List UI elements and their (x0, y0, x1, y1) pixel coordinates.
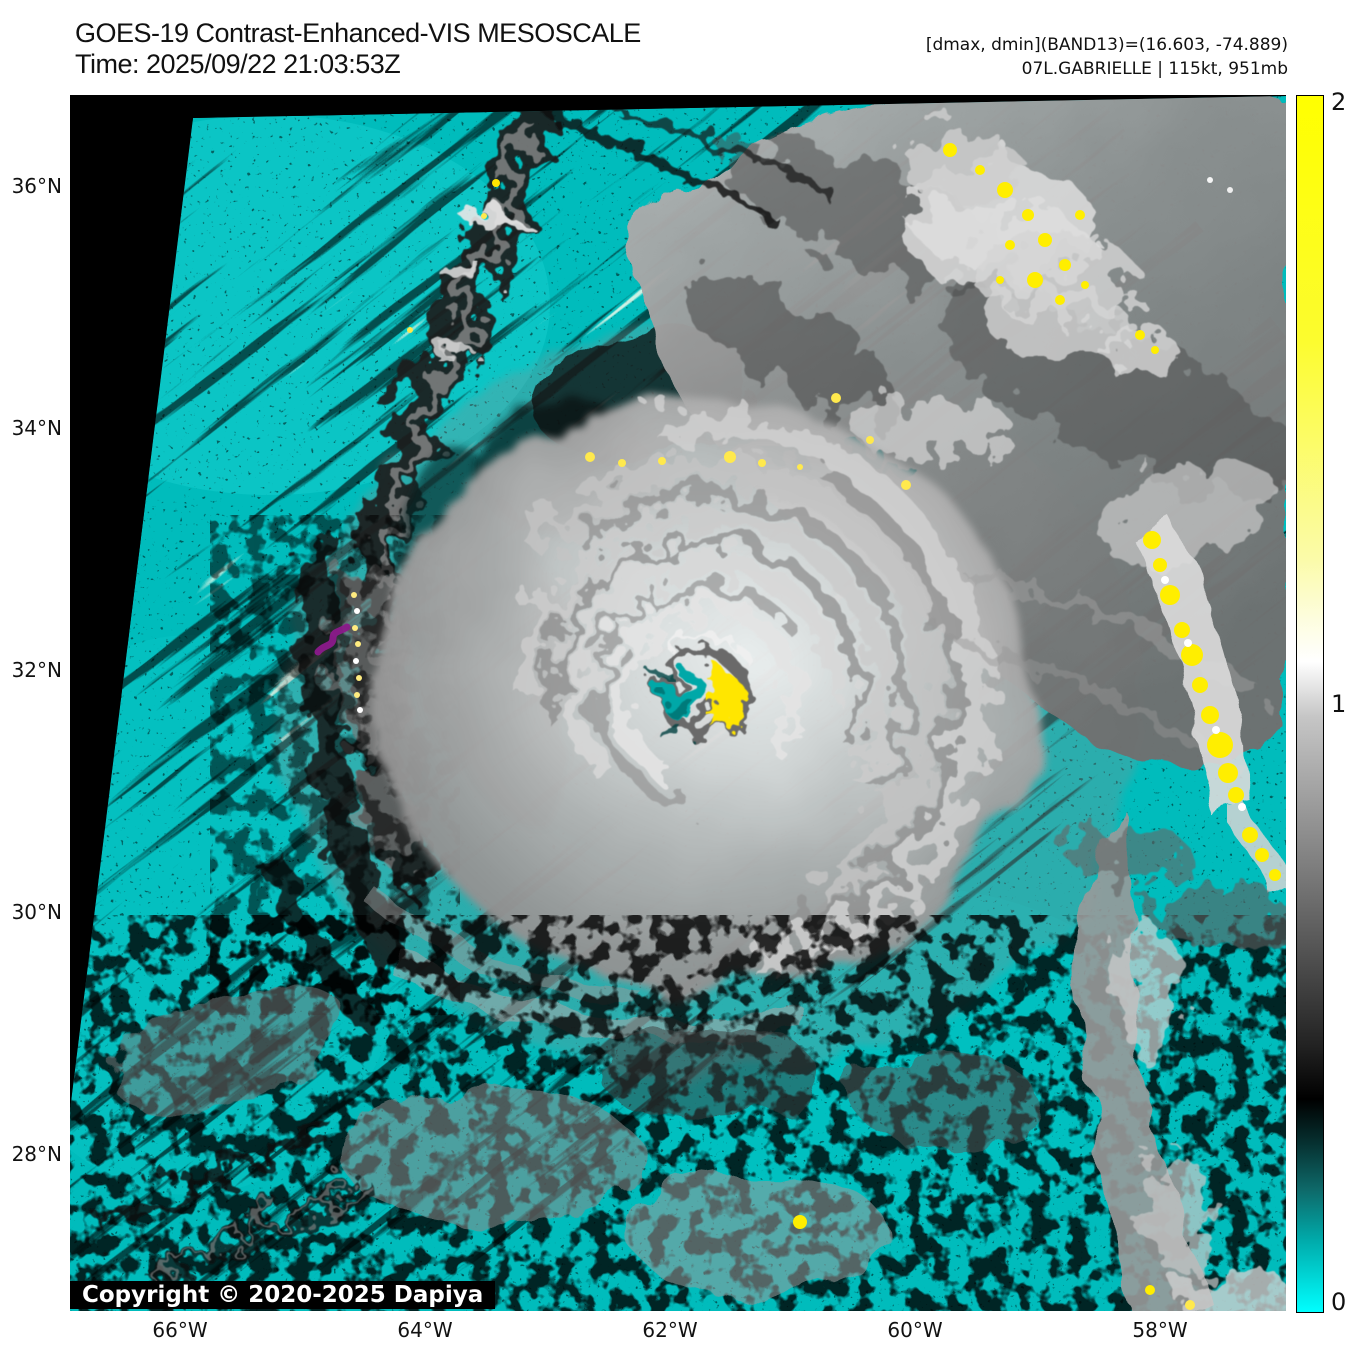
cold-top-dotted-line-west (351, 592, 363, 713)
lat-label-28N: 28°N (11, 1142, 62, 1166)
copyright-banner: Copyright © 2020-2025 Dapiya (70, 1281, 496, 1309)
track-annotation-purple (314, 623, 351, 656)
timestamp: Time: 2025/09/22 21:03:53Z (75, 49, 401, 79)
cold-top-dots-mid (407, 327, 911, 490)
bottom-cloud-field (70, 795, 1286, 1311)
page-title: GOES-19 Contrast-Enhanced-VIS MESOSCALE (75, 18, 641, 48)
lat-label-36N: 36°N (11, 174, 62, 198)
lat-label-32N: 32°N (11, 658, 62, 682)
lon-label-60W: 60°W (887, 1318, 943, 1342)
colorbar-tick-mid: 1 (1331, 690, 1347, 718)
eye-cold-yellow-patch (716, 667, 742, 733)
colorbar-tick-max: 2 (1331, 88, 1347, 116)
convective-cluster-northeast (900, 130, 1233, 365)
lon-label-58W: 58°W (1132, 1318, 1188, 1342)
hurricane-eye (648, 629, 752, 742)
band-stats: [dmax, dmin](BAND13)=(16.603, -74.889) (925, 35, 1288, 55)
satellite-image (70, 95, 1286, 1311)
hurricane (364, 403, 1264, 1046)
lat-label-30N: 30°N (11, 900, 62, 924)
colorbar (1296, 95, 1324, 1313)
lat-label-34N: 34°N (11, 416, 62, 440)
header-right-block: [dmax, dmin](BAND13)=(16.603, -74.889) 0… (926, 33, 1288, 81)
lon-label-62W: 62°W (642, 1318, 698, 1342)
colorbar-tick-min: 0 (1331, 1288, 1347, 1316)
lon-label-66W: 66°W (152, 1318, 208, 1342)
satellite-map: Copyright © 2020-2025 Dapiya (70, 95, 1286, 1311)
header-block: GOES-19 Contrast-Enhanced-VIS MESOSCALE … (75, 18, 641, 80)
convective-line-east (1128, 514, 1286, 896)
lon-label-64W: 64°W (397, 1318, 453, 1342)
storm-info: 07L.GABRIELLE | 115kt, 951mb (1021, 59, 1288, 79)
